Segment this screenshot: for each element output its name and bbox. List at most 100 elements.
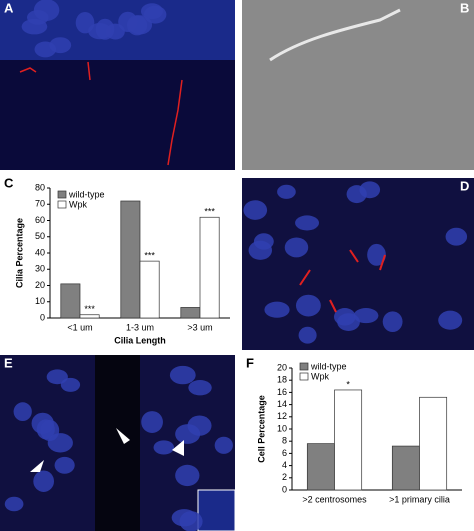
x-tick-label: >2 centrosomes — [302, 494, 367, 504]
panel-label: E — [4, 355, 13, 370]
y-tick-label: 18 — [277, 375, 287, 385]
nucleus — [128, 15, 153, 35]
legend-label: wild-type — [68, 189, 105, 199]
nucleus — [4, 496, 24, 512]
arrowhead — [172, 440, 184, 456]
nucleus — [49, 37, 72, 54]
y-tick-label: 6 — [282, 448, 287, 458]
nucleus — [253, 233, 274, 250]
significance-mark: *** — [144, 251, 155, 261]
nucleus — [445, 227, 468, 246]
y-tick-label: 0 — [40, 312, 45, 322]
y-tick-label: 12 — [277, 411, 287, 421]
bar — [419, 396, 448, 491]
y-tick-label: 50 — [35, 231, 45, 241]
cilium — [19, 67, 37, 73]
y-tick-label: 10 — [35, 296, 45, 306]
panel-label: D — [460, 178, 469, 193]
y-tick-label: 10 — [277, 423, 287, 433]
panel-label: C — [4, 175, 14, 190]
y-tick-label: 14 — [277, 399, 287, 409]
y-tick-label: 4 — [282, 460, 287, 470]
y-tick-label: 20 — [35, 280, 45, 290]
nucleus — [54, 456, 75, 474]
y-tick-label: 0 — [282, 484, 287, 494]
y-tick-label: 80 — [35, 182, 45, 192]
x-tick-label: >3 um — [187, 322, 212, 332]
nucleus — [298, 326, 317, 344]
nucleus — [277, 184, 296, 199]
cilium — [349, 249, 359, 263]
y-tick-label: 60 — [35, 215, 45, 225]
nucleus — [295, 294, 321, 317]
nucleus — [141, 411, 163, 434]
nuclei — [4, 0, 468, 531]
significance-mark: *** — [204, 207, 215, 217]
nucleus — [175, 464, 200, 487]
legend-swatch — [299, 362, 309, 371]
nucleus — [264, 301, 290, 318]
y-tick-label: 20 — [277, 362, 287, 372]
panel-label: A — [4, 0, 14, 15]
arrowhead — [30, 460, 44, 472]
significance-mark: * — [346, 379, 350, 389]
bar — [60, 283, 81, 319]
x-tick-label: 1-3 um — [126, 322, 154, 332]
nucleus — [214, 436, 233, 454]
nucleus — [346, 185, 367, 204]
nucleus — [175, 424, 201, 444]
bar — [334, 389, 363, 491]
sem-image-b — [242, 0, 474, 170]
y-tick-label: 8 — [282, 436, 287, 446]
bar — [79, 314, 100, 319]
panel-label: F — [246, 355, 254, 370]
nucleus — [47, 433, 73, 453]
cilium — [329, 299, 337, 313]
cilium — [87, 61, 91, 81]
bar — [306, 443, 335, 491]
nucleus — [188, 379, 212, 396]
nucleus — [153, 440, 175, 455]
legend-swatch — [57, 200, 67, 209]
bar — [139, 260, 160, 319]
x-tick-label: <1 um — [67, 322, 92, 332]
cilium — [299, 269, 311, 286]
y-tick-label: 2 — [282, 472, 287, 482]
nucleus — [179, 511, 203, 531]
y-axis-title: Cell Percentage — [256, 395, 266, 463]
lumen-e — [95, 355, 140, 531]
nucleus — [26, 10, 49, 25]
legend-label: wild-type — [310, 361, 347, 371]
sem-cilium — [269, 8, 401, 62]
nucleus — [33, 470, 55, 492]
inset-e — [197, 489, 236, 531]
nucleus — [75, 11, 95, 34]
bar — [180, 307, 201, 319]
nucleus — [13, 402, 32, 422]
nucleus — [243, 200, 268, 220]
arrowhead — [116, 428, 130, 444]
y-tick-label: 40 — [35, 247, 45, 257]
legend-swatch — [57, 190, 67, 199]
x-tick-label: >1 primary cilia — [389, 494, 450, 504]
bar — [391, 445, 420, 491]
y-tick-label: 30 — [35, 264, 45, 274]
nucleus — [88, 22, 112, 40]
y-tick-label: 70 — [35, 199, 45, 209]
nucleus — [295, 215, 320, 231]
arrowheads — [30, 428, 184, 472]
nucleus — [382, 311, 403, 332]
y-axis-title: Cilia Percentage — [14, 218, 24, 288]
legend-label: Wpk — [311, 371, 330, 381]
nucleus — [169, 365, 196, 385]
y-tick-label: 16 — [277, 387, 287, 397]
panel-label: B — [460, 0, 469, 15]
nucleus — [284, 237, 309, 258]
legend-label: Wpk — [69, 199, 88, 209]
significance-mark: *** — [84, 304, 95, 314]
bar — [120, 200, 141, 319]
cilium — [379, 254, 386, 271]
cilium — [167, 79, 183, 166]
nucleus — [367, 243, 386, 266]
